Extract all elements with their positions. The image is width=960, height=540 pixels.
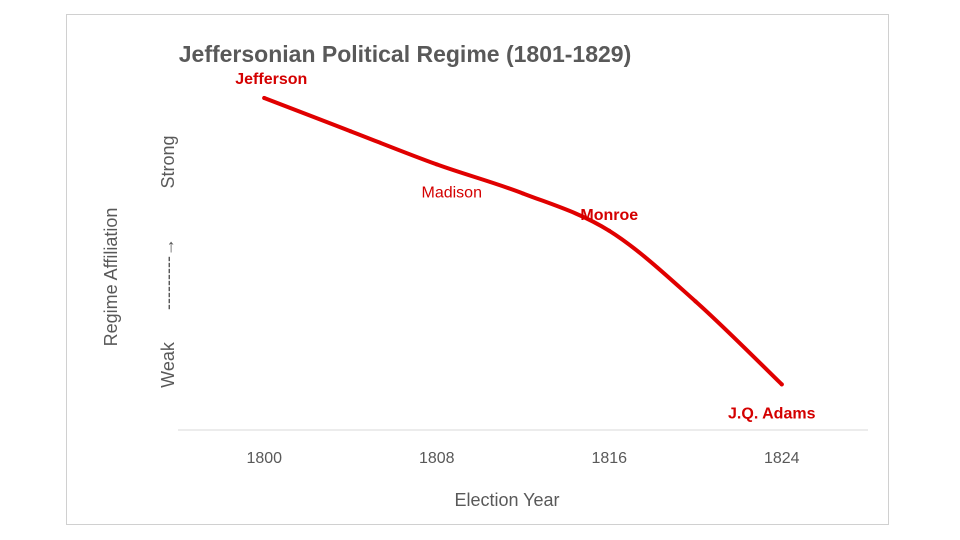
- y-axis-weak-label: Weak: [158, 341, 178, 388]
- series-layer: [262, 96, 784, 387]
- annotation-label: Madison: [422, 184, 482, 201]
- data-point: [779, 382, 784, 387]
- annotation-label: Jefferson: [235, 71, 307, 88]
- y-axis-arrow: ---------→: [158, 238, 178, 310]
- y-axis-strong-label: Strong: [158, 135, 178, 188]
- data-point: [262, 96, 267, 100]
- data-point: [521, 191, 525, 196]
- x-tick-label: 1808: [419, 450, 455, 467]
- line-chart: Jeffersonian Political Regime (1801-1829…: [101, 41, 868, 510]
- annotation-layer: Jefferson Madison Monroe J.Q. Adams: [235, 71, 815, 422]
- data-point: [348, 129, 353, 134]
- chart-frame: Jeffersonian Political Regime (1801-1829…: [66, 14, 889, 525]
- x-axis-ticks: 1800 1808 1816 1824: [246, 450, 799, 467]
- x-axis-title: Election Year: [454, 490, 559, 510]
- x-tick-label: 1824: [764, 450, 800, 467]
- x-tick-label: 1800: [246, 450, 282, 467]
- x-tick-label: 1816: [591, 450, 627, 467]
- series-line: [262, 96, 784, 387]
- data-point: [607, 228, 612, 233]
- annotation-label: J.Q. Adams: [728, 405, 816, 422]
- annotation-label: Monroe: [580, 207, 638, 224]
- data-point: [693, 299, 698, 304]
- data-point: [434, 162, 439, 167]
- y-axis-title: Regime Affiliation: [101, 208, 121, 347]
- chart-title: Jeffersonian Political Regime (1801-1829…: [179, 41, 632, 67]
